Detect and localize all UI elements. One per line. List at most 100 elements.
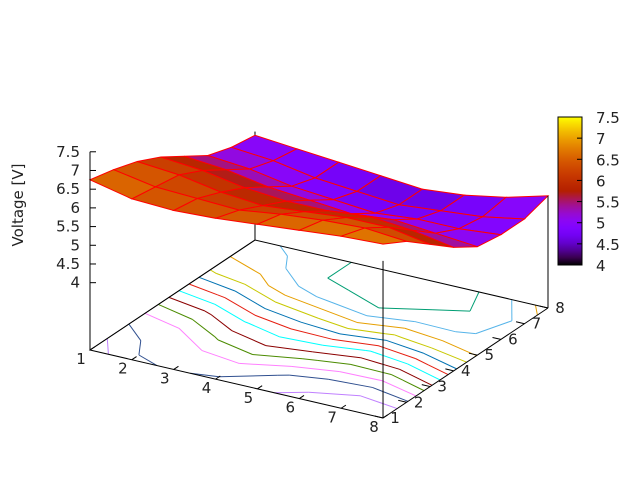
contour-segment	[290, 328, 333, 340]
contour-segment	[244, 321, 249, 324]
contour-segment	[394, 334, 403, 339]
contour-segment	[339, 333, 387, 341]
contour-segment	[327, 277, 350, 291]
contour-segment	[229, 256, 261, 275]
contour-segment	[285, 268, 300, 287]
y-tick-label: 8	[555, 299, 565, 317]
x-tick-label: 7	[327, 408, 337, 426]
contour-segment	[404, 327, 443, 342]
contour-segment	[198, 276, 236, 292]
contour-segment	[317, 359, 351, 365]
contour-segment	[399, 368, 433, 386]
contour-segment	[370, 350, 375, 353]
z-tick-label: 6.5	[56, 180, 80, 198]
x-tick-label: 1	[76, 350, 86, 368]
contour-segment	[214, 336, 219, 341]
z-axis-label: Voltage [V]	[9, 164, 27, 247]
contour-segment	[192, 318, 215, 337]
contour-segment	[432, 309, 471, 312]
y-tick	[468, 352, 478, 356]
contour-segment	[356, 321, 405, 329]
y-tick	[398, 399, 407, 403]
z-tick-label: 4	[70, 274, 80, 292]
contour-segment	[423, 352, 457, 370]
surface-cell	[339, 227, 407, 245]
colorbar-tick-label: 4	[596, 257, 606, 275]
contour-segment	[402, 379, 425, 392]
contour-segment	[279, 245, 288, 257]
x-tick	[215, 375, 221, 380]
y-tick-label: 6	[508, 330, 518, 348]
contour-segment	[366, 315, 415, 323]
contour-segment	[234, 290, 258, 305]
contour-segment	[310, 315, 319, 319]
contour-segment	[265, 345, 313, 353]
colorbar-tick-label: 6.5	[596, 151, 620, 169]
contour-segment	[386, 339, 424, 354]
z-tick-label: 7.5	[56, 143, 80, 161]
x-tick-label: 8	[369, 418, 379, 436]
contour-segment	[378, 345, 416, 360]
base-back-edges	[89, 239, 549, 351]
contour-segment	[178, 327, 203, 351]
contour-segment	[328, 378, 373, 388]
contour-segment	[158, 303, 193, 320]
contour-segment	[365, 349, 371, 352]
z-tick-label: 4.5	[56, 255, 80, 273]
contour-segment	[224, 297, 256, 316]
z-tick-label: 6	[70, 199, 80, 217]
contour-segment	[239, 362, 292, 367]
contour-segment	[469, 291, 480, 312]
colorbar-ticks: 4 4.5 5 5.5 6 6.5 7 7.5	[577, 109, 620, 275]
z-tick-label: 5	[70, 236, 80, 254]
x-tick-label: 5	[244, 389, 254, 407]
colorbar-tick-label: 6	[596, 172, 606, 190]
z-tick-label: 7	[70, 161, 80, 179]
y-tick	[421, 384, 431, 388]
contour-segment	[302, 358, 318, 361]
contour-segment	[216, 272, 246, 285]
y-tick	[374, 415, 384, 419]
contour-segment	[188, 283, 218, 296]
contour-lines	[106, 245, 538, 410]
contour-segment	[190, 372, 220, 378]
contour-segment	[178, 290, 216, 305]
contour-segment	[210, 314, 233, 332]
y-tick	[515, 321, 525, 325]
contour-segment	[431, 347, 467, 363]
contour-segment	[217, 294, 226, 299]
contour-segment	[378, 307, 433, 311]
contour-segment	[106, 338, 109, 355]
contour-segment	[308, 391, 361, 397]
contour-segment	[254, 314, 292, 330]
x-tick-label: 4	[202, 379, 212, 397]
contour-segment	[350, 363, 392, 376]
colorbar-tick-label: 7	[596, 130, 606, 148]
z-tick-label: 5.5	[56, 218, 80, 236]
x-tick	[257, 385, 263, 390]
colorbar-tick-label: 4.5	[596, 236, 620, 254]
x-tick	[340, 404, 347, 409]
contour-segment	[284, 294, 322, 310]
contour-segment	[300, 321, 341, 335]
contour-segment	[209, 269, 217, 274]
base-front-edges	[88, 239, 549, 419]
colorbar-tick-label: 5.5	[596, 194, 620, 212]
contour-segment	[455, 331, 476, 335]
x-tick	[299, 394, 305, 399]
y-tick-label: 1	[390, 409, 400, 427]
contour-segment	[331, 338, 379, 347]
contour-segment	[128, 323, 142, 341]
contour-segment	[414, 321, 456, 333]
contour-segment	[201, 350, 240, 364]
contour-segment	[214, 303, 246, 323]
contour-segment	[231, 330, 267, 347]
contour-segment	[401, 337, 432, 349]
contour-segment	[327, 261, 352, 279]
contour-segment	[339, 371, 383, 382]
contour-segment	[204, 310, 212, 315]
contour-segment	[391, 374, 404, 381]
contour-segment	[217, 339, 253, 355]
x-tick	[131, 356, 137, 361]
